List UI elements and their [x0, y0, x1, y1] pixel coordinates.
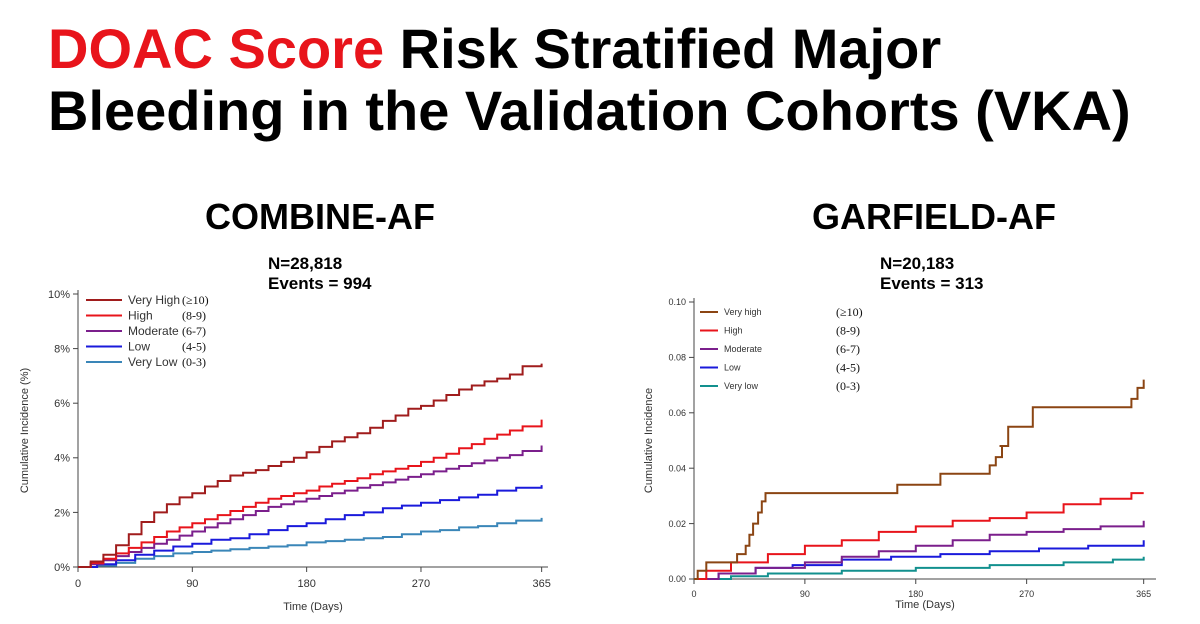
- garfield-af-chart: 0.00 0.02 0.04 0.06 0.08 0.10 0 90 180 270 365 Time…: [643, 297, 1156, 611]
- y-tick-label: 8%: [54, 343, 70, 355]
- y-tick-label: 4%: [54, 453, 70, 465]
- legend-range: (0-3): [182, 355, 206, 369]
- legend-range: (0-3): [836, 379, 860, 393]
- legend-label: Very high: [724, 307, 762, 317]
- x-tick-label: 0: [75, 578, 81, 590]
- y-axis-label: Cumulative Incidence (%): [19, 368, 31, 493]
- legend-range: (≥10): [182, 293, 209, 307]
- x-axis-label: Time (Days): [283, 601, 342, 613]
- x-tick-label: 365: [1136, 589, 1151, 599]
- series-line-low: [78, 485, 543, 568]
- events-label: Events = 313: [880, 274, 984, 293]
- series-line-very-high: [78, 363, 543, 568]
- y-tick-label: 0.02: [668, 519, 686, 529]
- y-axis-label: Cumulative Incidence: [643, 388, 655, 493]
- y-tick-label: 10%: [48, 289, 70, 301]
- x-tick-label: 180: [908, 589, 923, 599]
- series-line-moderate: [78, 445, 543, 568]
- slide-title-accent: DOAC Score: [48, 17, 385, 80]
- n-label: N=20,183: [880, 254, 955, 273]
- panel-title-garfield-af: GARFIELD-AF: [812, 196, 1056, 237]
- series-line-high: [694, 492, 1144, 580]
- series-line-moderate: [694, 520, 1145, 580]
- x-tick-label: 270: [412, 578, 430, 590]
- legend-range: (8-9): [836, 324, 860, 338]
- legend-range: (6-7): [836, 342, 860, 356]
- y-tick-label: 0.00: [668, 574, 686, 584]
- series-line-very-low: [78, 517, 543, 568]
- legend-range: (8-9): [182, 309, 206, 323]
- y-tick-label: 2%: [54, 507, 70, 519]
- stats-garfield-af: N=20,183 Events = 313: [880, 254, 984, 294]
- stats-combine-af: N=28,818 Events = 994: [268, 254, 372, 294]
- legend-label: Very Low: [128, 355, 178, 369]
- slide-title-rest: Risk Stratified Major Bleeding in the Va…: [48, 17, 1131, 142]
- events-label: Events = 994: [268, 274, 372, 293]
- legend-label: Low: [128, 340, 150, 354]
- panel-title-combine-af: COMBINE-AF: [205, 196, 435, 237]
- series-line-high: [78, 419, 543, 568]
- legend-label: Moderate: [128, 324, 179, 338]
- x-tick-label: 180: [297, 578, 315, 590]
- legend-range: (≥10): [836, 305, 863, 319]
- legend-label: Very low: [724, 381, 759, 391]
- slide-title: DOAC Score Risk Stratified Major Bleedin…: [48, 18, 1178, 142]
- x-tick-label: 270: [1019, 589, 1034, 599]
- combine-af-chart: 0% 2% 4% 6% 8% 10% 0 90 180 270 365 Time (Days) Cumu…: [19, 289, 551, 613]
- legend-label: High: [128, 309, 153, 323]
- legend-range: (4-5): [836, 361, 860, 375]
- y-tick-label: 6%: [54, 398, 70, 410]
- legend-label: Low: [724, 363, 741, 373]
- series-line-very-high: [694, 379, 1145, 580]
- x-tick-label: 0: [691, 589, 696, 599]
- x-axis-label: Time (Days): [895, 599, 954, 611]
- y-tick-label: 0.04: [668, 463, 686, 473]
- y-tick-label: 0.06: [668, 408, 686, 418]
- y-tick-label: 0.10: [668, 297, 686, 307]
- n-label: N=28,818: [268, 254, 343, 273]
- legend-label: Very High: [128, 293, 180, 307]
- legend-range: (4-5): [182, 340, 206, 354]
- x-tick-label: 365: [532, 578, 550, 590]
- x-tick-label: 90: [186, 578, 198, 590]
- legend-label: High: [724, 326, 743, 336]
- y-tick-label: 0.08: [668, 353, 686, 363]
- legend-range: (6-7): [182, 324, 206, 338]
- series-line-very-low: [694, 556, 1145, 580]
- x-tick-label: 90: [800, 589, 810, 599]
- y-tick-label: 0%: [54, 562, 70, 574]
- legend-label: Moderate: [724, 344, 762, 354]
